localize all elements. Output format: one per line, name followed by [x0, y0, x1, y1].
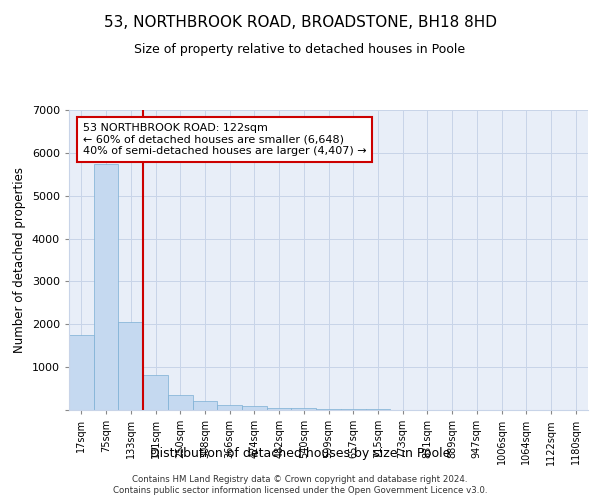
Text: 53, NORTHBROOK ROAD, BROADSTONE, BH18 8HD: 53, NORTHBROOK ROAD, BROADSTONE, BH18 8H… — [104, 15, 497, 30]
Y-axis label: Number of detached properties: Number of detached properties — [13, 167, 26, 353]
Bar — [143, 375, 168, 410]
Bar — [267, 408, 292, 410]
Bar — [316, 408, 341, 410]
Text: 53 NORTHBROOK ROAD: 122sqm
← 60% of detached houses are smaller (6,648)
40% of s: 53 NORTHBROOK ROAD: 122sqm ← 60% of deta… — [83, 123, 366, 156]
Text: Contains public sector information licensed under the Open Government Licence v3: Contains public sector information licen… — [113, 486, 487, 495]
Bar — [118, 322, 143, 410]
Bar — [217, 406, 242, 410]
Bar — [168, 394, 193, 410]
Text: Distribution of detached houses by size in Poole: Distribution of detached houses by size … — [150, 448, 450, 460]
Bar — [69, 334, 94, 410]
Bar — [193, 402, 217, 410]
Bar — [341, 409, 365, 410]
Text: Size of property relative to detached houses in Poole: Size of property relative to detached ho… — [134, 42, 466, 56]
Bar — [292, 408, 316, 410]
Bar — [242, 406, 267, 410]
Bar — [94, 164, 118, 410]
Text: Contains HM Land Registry data © Crown copyright and database right 2024.: Contains HM Land Registry data © Crown c… — [132, 475, 468, 484]
